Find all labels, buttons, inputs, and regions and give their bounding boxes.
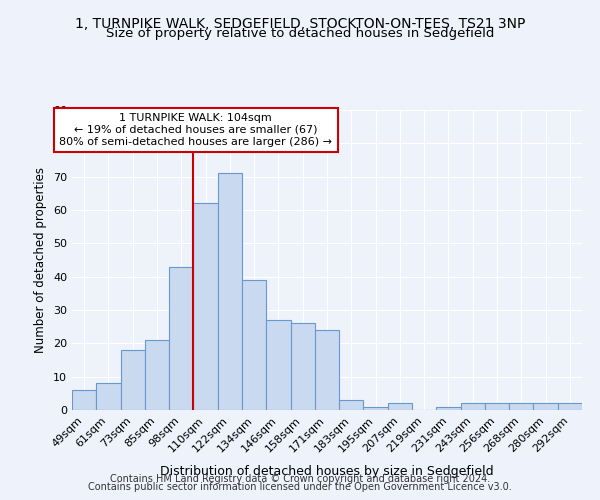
Bar [121,350,145,410]
Bar [558,404,582,410]
Y-axis label: Number of detached properties: Number of detached properties [34,167,47,353]
Bar [266,320,290,410]
Text: Contains HM Land Registry data © Crown copyright and database right 2024.: Contains HM Land Registry data © Crown c… [110,474,490,484]
Bar [315,330,339,410]
Bar [169,266,193,410]
Text: Contains public sector information licensed under the Open Government Licence v3: Contains public sector information licen… [88,482,512,492]
Bar [193,204,218,410]
Text: 1 TURNPIKE WALK: 104sqm
← 19% of detached houses are smaller (67)
80% of semi-de: 1 TURNPIKE WALK: 104sqm ← 19% of detache… [59,114,332,146]
Bar [96,384,121,410]
Text: 1, TURNPIKE WALK, SEDGEFIELD, STOCKTON-ON-TEES, TS21 3NP: 1, TURNPIKE WALK, SEDGEFIELD, STOCKTON-O… [75,18,525,32]
Text: Size of property relative to detached houses in Sedgefield: Size of property relative to detached ho… [106,28,494,40]
Bar [436,406,461,410]
Bar [388,404,412,410]
Bar [339,400,364,410]
Bar [218,174,242,410]
Bar [461,404,485,410]
Bar [242,280,266,410]
Bar [533,404,558,410]
Bar [290,324,315,410]
Bar [72,390,96,410]
Bar [485,404,509,410]
Bar [364,406,388,410]
Bar [145,340,169,410]
Bar [509,404,533,410]
X-axis label: Distribution of detached houses by size in Sedgefield: Distribution of detached houses by size … [160,465,494,478]
